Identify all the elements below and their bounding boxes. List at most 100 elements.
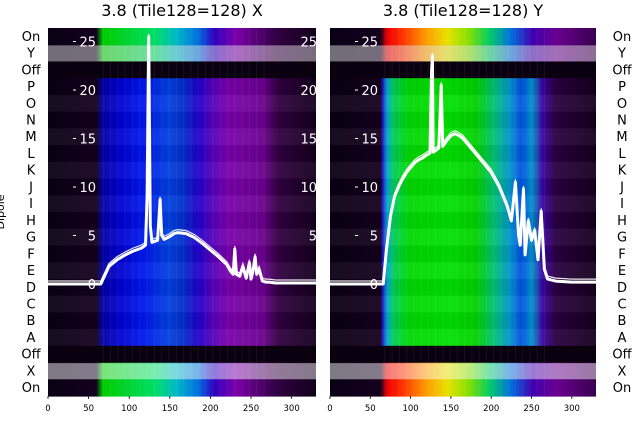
heatmap-row-shade xyxy=(48,295,316,313)
heatmap-row-shade xyxy=(330,195,596,213)
heatmap-row-shade xyxy=(48,278,316,297)
row-label: Y xyxy=(26,47,35,62)
chart-title: 3.8 (Tile128=128) X xyxy=(101,1,263,20)
heatmap-row xyxy=(330,362,596,380)
heatmap-row xyxy=(48,345,316,364)
overlay-tick-label-right: 20 xyxy=(300,84,317,99)
heatmap-row xyxy=(48,178,316,196)
overlay-series-line-2 xyxy=(48,33,316,282)
heatmap-panel-1: 3.8 (Tile128=128) YOnYOffPONMLKJIHGFEDCB… xyxy=(327,1,632,414)
heatmap-row xyxy=(48,228,316,247)
heatmap-row xyxy=(330,195,596,213)
heatmap-row-shade xyxy=(330,111,596,129)
heatmap-row xyxy=(330,44,596,63)
heatmap-row-shade xyxy=(330,362,596,380)
row-label: N xyxy=(26,114,36,129)
row-label: Off xyxy=(21,348,41,363)
heatmap-row xyxy=(330,329,596,347)
heatmap-row-shade xyxy=(330,44,596,63)
row-label: On xyxy=(613,381,631,396)
heatmap-row-shade xyxy=(48,245,316,263)
row-label: Off xyxy=(612,348,632,363)
heatmap-row-shade xyxy=(48,329,316,347)
heatmap-row xyxy=(48,379,316,397)
heatmap-row xyxy=(48,362,316,380)
row-label: F xyxy=(618,247,625,262)
heatmap-row xyxy=(48,195,316,213)
x-tick-label: 0 xyxy=(45,404,50,414)
overlay-tick-label-right: 25 xyxy=(300,36,317,51)
row-label: G xyxy=(617,231,627,246)
row-label: F xyxy=(27,247,34,262)
heatmap-row-shade xyxy=(48,362,316,380)
row-label: P xyxy=(27,80,35,95)
row-label: B xyxy=(618,314,627,329)
heatmap-row-shade xyxy=(48,161,316,180)
row-label: M xyxy=(25,130,36,145)
heatmap-row-shade xyxy=(330,212,596,230)
row-label: C xyxy=(617,298,626,313)
row-label: E xyxy=(618,264,626,279)
heatmap-row-shade xyxy=(48,212,316,230)
x-tick-label: 300 xyxy=(284,404,300,414)
heatmap-row xyxy=(48,278,316,297)
heatmap-row xyxy=(48,78,316,96)
x-tick-label: 200 xyxy=(483,404,499,414)
row-label: A xyxy=(27,331,36,346)
heatmap-row xyxy=(330,278,596,297)
heatmap-row xyxy=(330,262,596,280)
overlay-tick-label: 15 xyxy=(79,133,96,148)
row-label: I xyxy=(29,197,33,212)
x-tick-label: 50 xyxy=(83,404,94,414)
row-label: M xyxy=(616,130,627,145)
heatmap-row-shade xyxy=(330,295,596,313)
overlay-tick-label-right: 5 xyxy=(309,230,317,245)
overlay-tick-label: 20 xyxy=(361,84,378,99)
heatmap-row-shade xyxy=(48,128,316,146)
x-tick-label: 0 xyxy=(327,404,332,414)
row-label: K xyxy=(618,164,627,179)
overlay-tick-label: 25 xyxy=(79,36,96,51)
heatmap-row xyxy=(48,161,316,180)
heatmap-row-shade xyxy=(48,312,316,330)
heatmap-row xyxy=(48,94,316,113)
heatmap-row-shade xyxy=(330,161,596,180)
heatmap-row xyxy=(330,161,596,180)
heatmap-row-shade xyxy=(330,94,596,113)
row-label: X xyxy=(618,364,627,379)
heatmap-row-shade xyxy=(330,329,596,347)
heatmap-row xyxy=(330,111,596,129)
overlay-tick-label: 10 xyxy=(79,181,96,196)
heatmap-row xyxy=(330,145,596,163)
heatmap-row xyxy=(48,61,316,79)
chart-title: 3.8 (Tile128=128) Y xyxy=(383,1,544,20)
row-label: P xyxy=(618,80,626,95)
heatmap-row xyxy=(330,379,596,397)
x-tick-label: 250 xyxy=(523,404,539,414)
row-label: On xyxy=(22,381,40,396)
row-label: X xyxy=(27,364,36,379)
row-label: H xyxy=(617,214,627,229)
x-tick-label: 300 xyxy=(564,404,580,414)
heatmap-row-shade xyxy=(48,262,316,280)
row-label: J xyxy=(619,180,624,195)
heatmap-row-shade xyxy=(48,228,316,247)
row-label: O xyxy=(26,97,36,112)
overlay-tick-label: 20 xyxy=(79,84,96,99)
heatmap-row-shade xyxy=(48,44,316,63)
x-tick-label: 150 xyxy=(162,404,178,414)
heatmap-row xyxy=(48,145,316,163)
row-label: E xyxy=(27,264,35,279)
heatmap-row-shade xyxy=(48,178,316,196)
heatmap-row-shade xyxy=(330,278,596,297)
heatmap-row xyxy=(48,28,316,46)
row-label: On xyxy=(613,30,631,45)
heatmap-row-shade xyxy=(48,111,316,129)
heatmap-row xyxy=(330,28,596,46)
overlay-tick-label: 5 xyxy=(88,230,96,245)
row-label: B xyxy=(27,314,36,329)
row-label: N xyxy=(617,114,627,129)
heatmap-row xyxy=(48,212,316,230)
heatmap-row xyxy=(48,128,316,146)
